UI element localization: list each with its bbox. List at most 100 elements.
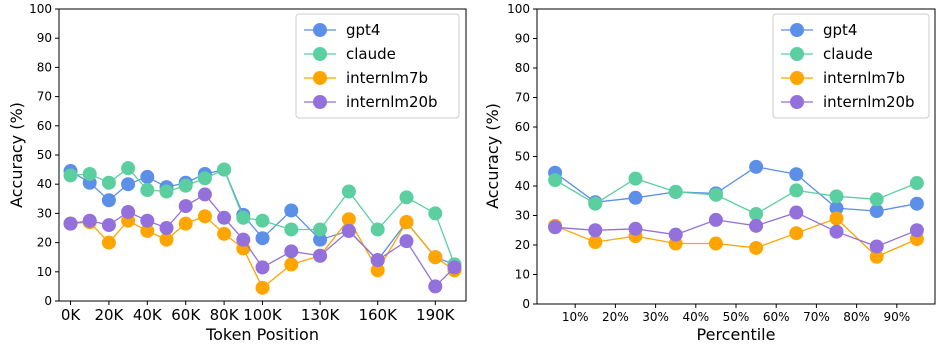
y-tick-label: 30 xyxy=(37,206,52,220)
data-point xyxy=(789,167,804,182)
data-point xyxy=(829,224,844,239)
data-point xyxy=(447,260,462,275)
data-point xyxy=(63,216,78,231)
data-point xyxy=(313,232,328,247)
data-point xyxy=(341,184,356,199)
legend-label: gpt4 xyxy=(346,21,380,39)
data-point xyxy=(399,190,414,205)
series-internlm20b xyxy=(63,187,462,294)
data-point xyxy=(255,260,270,275)
data-point xyxy=(197,209,212,224)
legend: gpt4 claude internlm7b internlm20b xyxy=(295,13,460,119)
legend-label: claude xyxy=(346,45,396,63)
series-line xyxy=(554,217,918,258)
data-point xyxy=(159,184,174,199)
y-tick-label: 100 xyxy=(29,2,52,16)
data-point xyxy=(140,183,155,198)
data-point xyxy=(284,244,299,259)
legend-label: internlm7b xyxy=(346,69,428,87)
legend-item-internlm7b: internlm7b xyxy=(781,69,905,87)
legend-marker xyxy=(313,47,327,61)
y-axis-label: Accuracy (%) xyxy=(7,102,26,208)
y-tick-label: 40 xyxy=(37,177,52,191)
data-point xyxy=(101,175,116,190)
data-point xyxy=(588,235,603,250)
data-point xyxy=(101,235,116,250)
data-point xyxy=(217,210,232,225)
legend-item-claude: claude xyxy=(304,45,396,63)
data-point xyxy=(789,205,804,220)
data-point xyxy=(370,263,385,278)
data-point xyxy=(140,223,155,238)
y-tick-label: 50 xyxy=(515,150,530,164)
x-axis-label: Percentile xyxy=(697,325,776,344)
data-point xyxy=(284,257,299,272)
y-tick-label: 50 xyxy=(37,148,52,162)
data-point xyxy=(217,226,232,241)
x-tick-label: 50% xyxy=(723,310,750,324)
data-point xyxy=(708,236,723,251)
x-tick-label: 70% xyxy=(803,310,830,324)
legend-marker xyxy=(313,71,327,85)
data-point xyxy=(178,216,193,231)
x-tick-label: 60K xyxy=(171,306,201,324)
legend-item-gpt4: gpt4 xyxy=(781,21,857,39)
legend-item-internlm20b: internlm20b xyxy=(781,93,915,111)
data-point xyxy=(789,226,804,241)
data-point xyxy=(197,171,212,186)
data-point xyxy=(668,184,683,199)
data-point xyxy=(749,159,764,174)
x-tick-label: 30% xyxy=(642,310,669,324)
y-tick-label: 10 xyxy=(515,268,530,282)
data-point xyxy=(749,207,764,222)
legend-box xyxy=(772,13,930,119)
data-point xyxy=(869,192,884,207)
data-point xyxy=(869,204,884,219)
legend-marker xyxy=(790,47,804,61)
legend-marker xyxy=(790,71,804,85)
legend-marker xyxy=(313,95,327,109)
data-point xyxy=(829,211,844,226)
y-tick-label: 90 xyxy=(515,32,530,46)
series-internlm20b xyxy=(548,205,924,254)
y-tick-label: 0 xyxy=(44,294,52,308)
y-tick-label: 80 xyxy=(515,61,530,75)
series-line xyxy=(554,166,918,212)
data-point xyxy=(749,218,764,233)
legend: gpt4 claude internlm7b internlm20b xyxy=(772,13,930,119)
data-point xyxy=(197,187,212,202)
data-point xyxy=(789,183,804,198)
y-tick-label: 10 xyxy=(37,265,52,279)
data-point xyxy=(101,193,116,208)
data-point xyxy=(869,239,884,254)
data-point xyxy=(628,221,643,236)
data-point xyxy=(829,189,844,204)
x-tick-label: 160K xyxy=(358,306,398,324)
data-point xyxy=(588,196,603,211)
x-tick-label: 130K xyxy=(301,306,341,324)
x-tick-label: 40K xyxy=(133,306,163,324)
chart-token-position: 0 10 20 30 40 50 60 70 80 90 100 0K 20K 40K 60K 80K 100K… xyxy=(7,2,467,344)
data-point xyxy=(255,280,270,295)
legend-label: internlm20b xyxy=(823,93,915,111)
legend-marker xyxy=(790,23,804,37)
y-tick-label: 70 xyxy=(37,90,52,104)
x-tick-label: 20% xyxy=(602,310,629,324)
y-tick-label: 90 xyxy=(37,31,52,45)
data-point xyxy=(548,173,563,188)
data-point xyxy=(708,212,723,227)
x-tick-label: 190K xyxy=(416,306,456,324)
data-point xyxy=(399,234,414,249)
data-point xyxy=(869,249,884,264)
data-point xyxy=(428,250,443,265)
data-point xyxy=(284,222,299,237)
series-internlm7b xyxy=(548,211,924,264)
data-point xyxy=(399,215,414,230)
series-claude xyxy=(63,161,462,272)
data-point xyxy=(668,227,683,242)
data-point xyxy=(255,213,270,228)
legend-label: internlm20b xyxy=(346,93,438,111)
data-point xyxy=(909,223,924,238)
legend-box xyxy=(295,13,460,119)
